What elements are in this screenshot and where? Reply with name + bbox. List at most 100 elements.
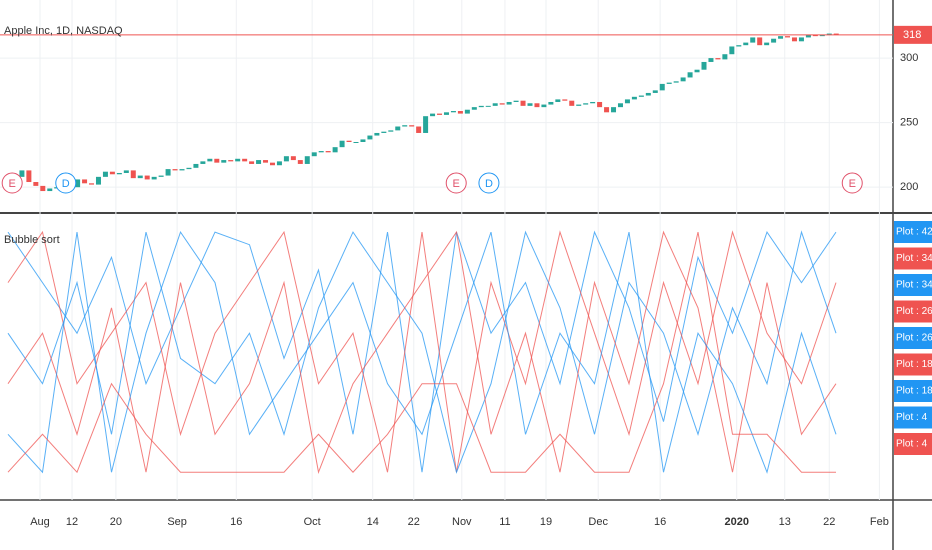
candle [576,104,582,106]
candle [339,140,345,148]
candle [276,161,282,166]
candle [249,161,255,164]
candle [102,171,108,177]
candle [562,99,568,101]
candle [193,163,199,168]
candle [430,113,436,117]
plot-tag [894,353,932,376]
candle [604,107,610,113]
candle [130,170,136,179]
indicator-title: Bubble sort [4,234,60,246]
candle [750,37,756,43]
plot-tag [894,327,932,349]
candle [214,158,220,163]
time-label: Feb [870,516,889,528]
candle [409,125,415,127]
candle [353,142,359,143]
candle [791,37,797,42]
candle [798,37,804,42]
candle [325,151,331,153]
candle [269,162,275,166]
plot-tag-text: Plot : 4 [896,412,928,423]
candle [617,103,623,108]
candle [263,160,269,163]
event-marker [841,172,863,194]
candle [611,107,617,113]
sort-line [7,230,837,473]
candle [40,185,46,192]
candle [812,34,818,37]
candle [743,42,749,46]
sort-line [7,230,837,474]
candle [186,167,192,170]
plot-tag [894,380,932,402]
time-label: 16 [654,516,666,528]
candle [109,171,115,175]
candle [673,81,679,83]
event-marker [478,172,500,194]
last-price-text: 318 [903,29,921,41]
time-label: Dec [588,516,608,528]
candle [437,113,443,115]
candle [534,103,540,108]
candle [256,160,262,164]
candle [722,54,728,60]
time-label: 20 [110,516,122,528]
time-label: 2020 [724,516,748,528]
plot-tag-text: Plot : 42 [896,227,932,238]
price-label: 250 [900,117,918,129]
candle [597,101,603,108]
time-label: 22 [823,516,835,528]
candle [659,83,665,91]
candle [290,156,296,161]
candle [165,169,171,176]
candle [583,103,589,105]
candle [771,38,777,43]
candle [374,132,380,136]
plot-tag [894,247,932,270]
plot-tag-text: Plot : 18 [896,386,932,397]
candle [569,100,575,106]
candle [228,160,234,162]
candle [207,158,213,162]
candle [95,176,101,185]
candle [367,135,373,140]
candle [75,179,81,188]
candle [402,125,408,127]
time-label: Sep [167,516,187,528]
candle [172,169,178,171]
candle [645,92,651,96]
time-label: 19 [540,516,552,528]
candle [151,176,157,180]
candle [729,46,735,55]
candle [123,170,129,173]
candle [819,34,825,37]
candle [499,103,505,105]
candle [283,156,289,162]
candle [360,139,366,142]
candle [33,182,39,186]
plot-tag-text: Plot : 34 [896,280,932,291]
candle [388,130,394,132]
candle [450,111,456,113]
candle [464,109,470,114]
candle [785,36,791,38]
event-label: E [453,178,460,190]
candle [805,34,811,38]
plot-tag [894,274,932,296]
candle [680,77,686,82]
candle [520,100,526,106]
candle [590,101,596,104]
candle [332,147,338,153]
time-label: 14 [367,516,379,528]
price-label: 300 [900,52,918,64]
time-label: 22 [408,516,420,528]
candle [395,126,401,131]
candle [89,183,95,185]
candle [833,33,839,35]
plot-tag-text: Plot : 4 [896,439,928,450]
candle [457,111,463,114]
time-label: Oct [304,516,321,528]
